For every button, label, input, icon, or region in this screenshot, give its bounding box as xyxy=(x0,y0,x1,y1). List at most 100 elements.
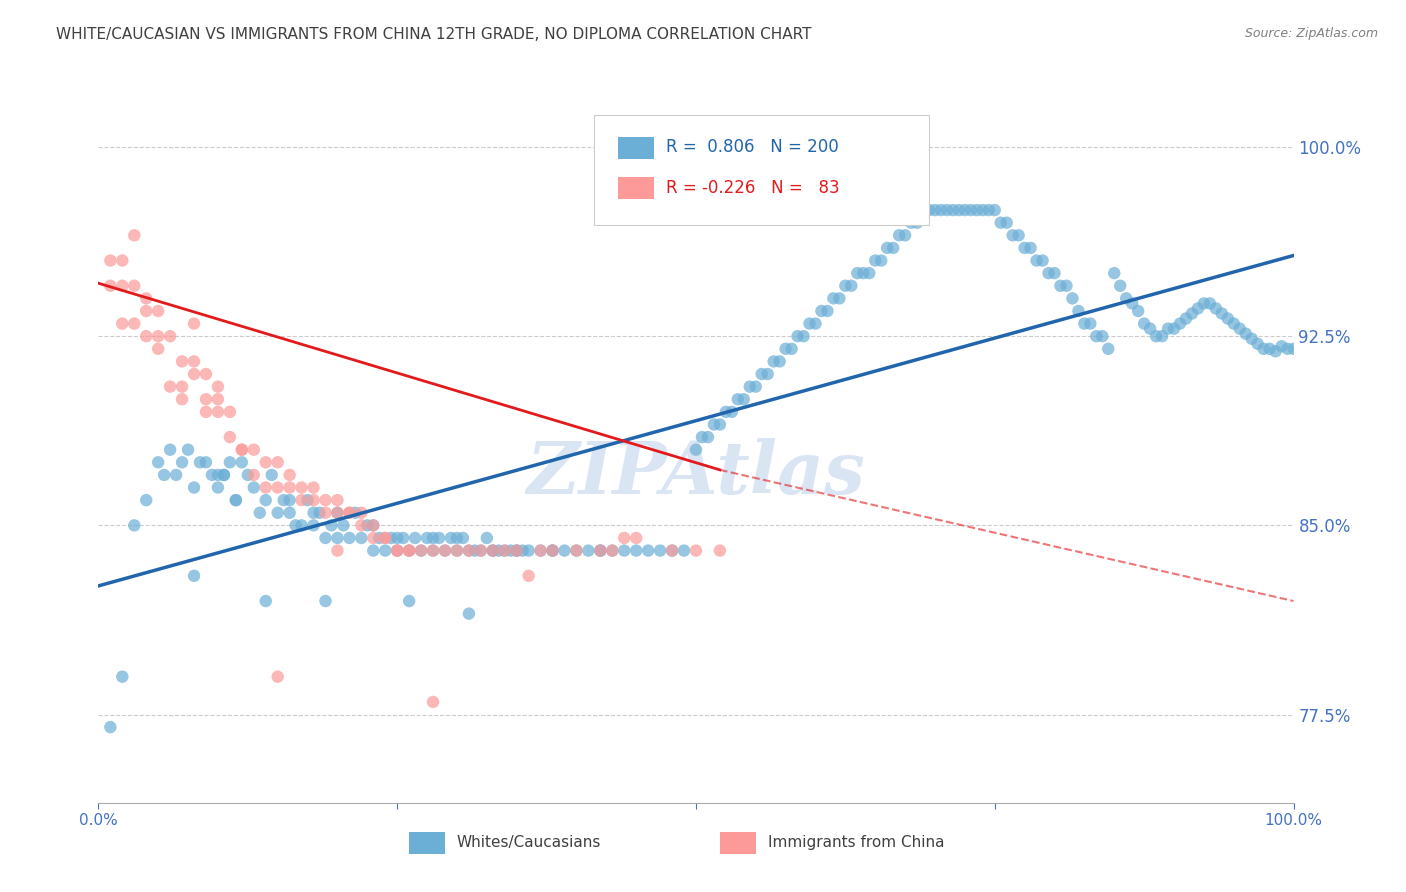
Point xyxy=(135,304,157,318)
Point xyxy=(183,481,205,495)
Point xyxy=(315,531,337,545)
Point xyxy=(231,442,253,457)
Point xyxy=(721,405,744,419)
Point xyxy=(236,467,259,482)
Point xyxy=(1211,306,1233,320)
Point xyxy=(254,594,277,608)
Point xyxy=(870,253,893,268)
Point xyxy=(846,266,869,280)
Point xyxy=(422,531,444,545)
Point xyxy=(201,467,224,482)
Point xyxy=(626,543,648,558)
Point xyxy=(697,430,720,444)
Point xyxy=(308,506,330,520)
Point xyxy=(703,417,725,432)
Point xyxy=(153,467,176,482)
Point xyxy=(385,543,409,558)
Point xyxy=(661,543,683,558)
Point xyxy=(990,216,1012,230)
Point xyxy=(506,543,529,558)
Point xyxy=(565,543,588,558)
Point xyxy=(733,392,755,407)
Point xyxy=(1014,241,1036,255)
Point xyxy=(385,531,409,545)
Point xyxy=(714,405,737,419)
Point xyxy=(254,493,277,508)
Point xyxy=(1282,342,1305,356)
Point xyxy=(762,354,785,368)
Point xyxy=(1008,228,1031,243)
Point xyxy=(1121,296,1143,310)
Point xyxy=(1258,342,1281,356)
Point xyxy=(291,518,314,533)
Point xyxy=(440,531,463,545)
Point xyxy=(183,354,205,368)
Point xyxy=(541,543,564,558)
Point xyxy=(834,278,856,293)
Point xyxy=(738,379,761,393)
Point xyxy=(278,481,301,495)
Point xyxy=(530,543,553,558)
Point xyxy=(1091,329,1114,343)
Point xyxy=(793,329,815,343)
Point xyxy=(267,481,290,495)
Point xyxy=(1271,339,1294,353)
Point xyxy=(1104,266,1126,280)
Point xyxy=(302,518,325,533)
Point xyxy=(602,543,624,558)
Point xyxy=(398,543,420,558)
Point xyxy=(751,367,773,381)
Point xyxy=(446,531,468,545)
Point xyxy=(231,442,253,457)
Point xyxy=(159,329,181,343)
Point xyxy=(578,543,600,558)
Point xyxy=(172,455,194,469)
Point xyxy=(554,543,576,558)
Point xyxy=(267,670,290,684)
Point xyxy=(231,455,253,469)
Point xyxy=(977,203,1000,218)
Point xyxy=(685,543,707,558)
Point xyxy=(882,241,904,255)
Point xyxy=(470,543,492,558)
Point xyxy=(458,543,481,558)
Point xyxy=(422,543,444,558)
Point xyxy=(815,304,838,318)
Point xyxy=(207,467,229,482)
Point xyxy=(1216,311,1239,326)
Point xyxy=(427,531,450,545)
Point xyxy=(1253,342,1275,356)
Point xyxy=(481,543,505,558)
Point xyxy=(385,543,409,558)
Point xyxy=(1234,326,1257,341)
Point xyxy=(804,317,827,331)
Point xyxy=(363,531,385,545)
Point xyxy=(159,379,181,393)
Point xyxy=(984,203,1007,218)
Point xyxy=(183,367,205,381)
Point xyxy=(350,506,373,520)
Point xyxy=(326,506,349,520)
Point xyxy=(512,543,534,558)
Point xyxy=(905,216,928,230)
Point xyxy=(1097,342,1119,356)
Point xyxy=(219,455,242,469)
Point xyxy=(124,518,146,533)
Point xyxy=(565,543,588,558)
Point xyxy=(350,518,373,533)
Point xyxy=(326,543,349,558)
Point xyxy=(1019,241,1042,255)
Point xyxy=(446,543,468,558)
Point xyxy=(709,417,731,432)
Point xyxy=(1144,329,1167,343)
Point xyxy=(1223,317,1246,331)
Point xyxy=(972,203,994,218)
Point xyxy=(1128,304,1150,318)
Point xyxy=(506,543,529,558)
Point xyxy=(195,455,218,469)
Point xyxy=(278,467,301,482)
Point xyxy=(195,367,218,381)
Text: Whites/Caucasians: Whites/Caucasians xyxy=(457,835,602,850)
Point xyxy=(911,203,934,218)
Point xyxy=(374,531,396,545)
